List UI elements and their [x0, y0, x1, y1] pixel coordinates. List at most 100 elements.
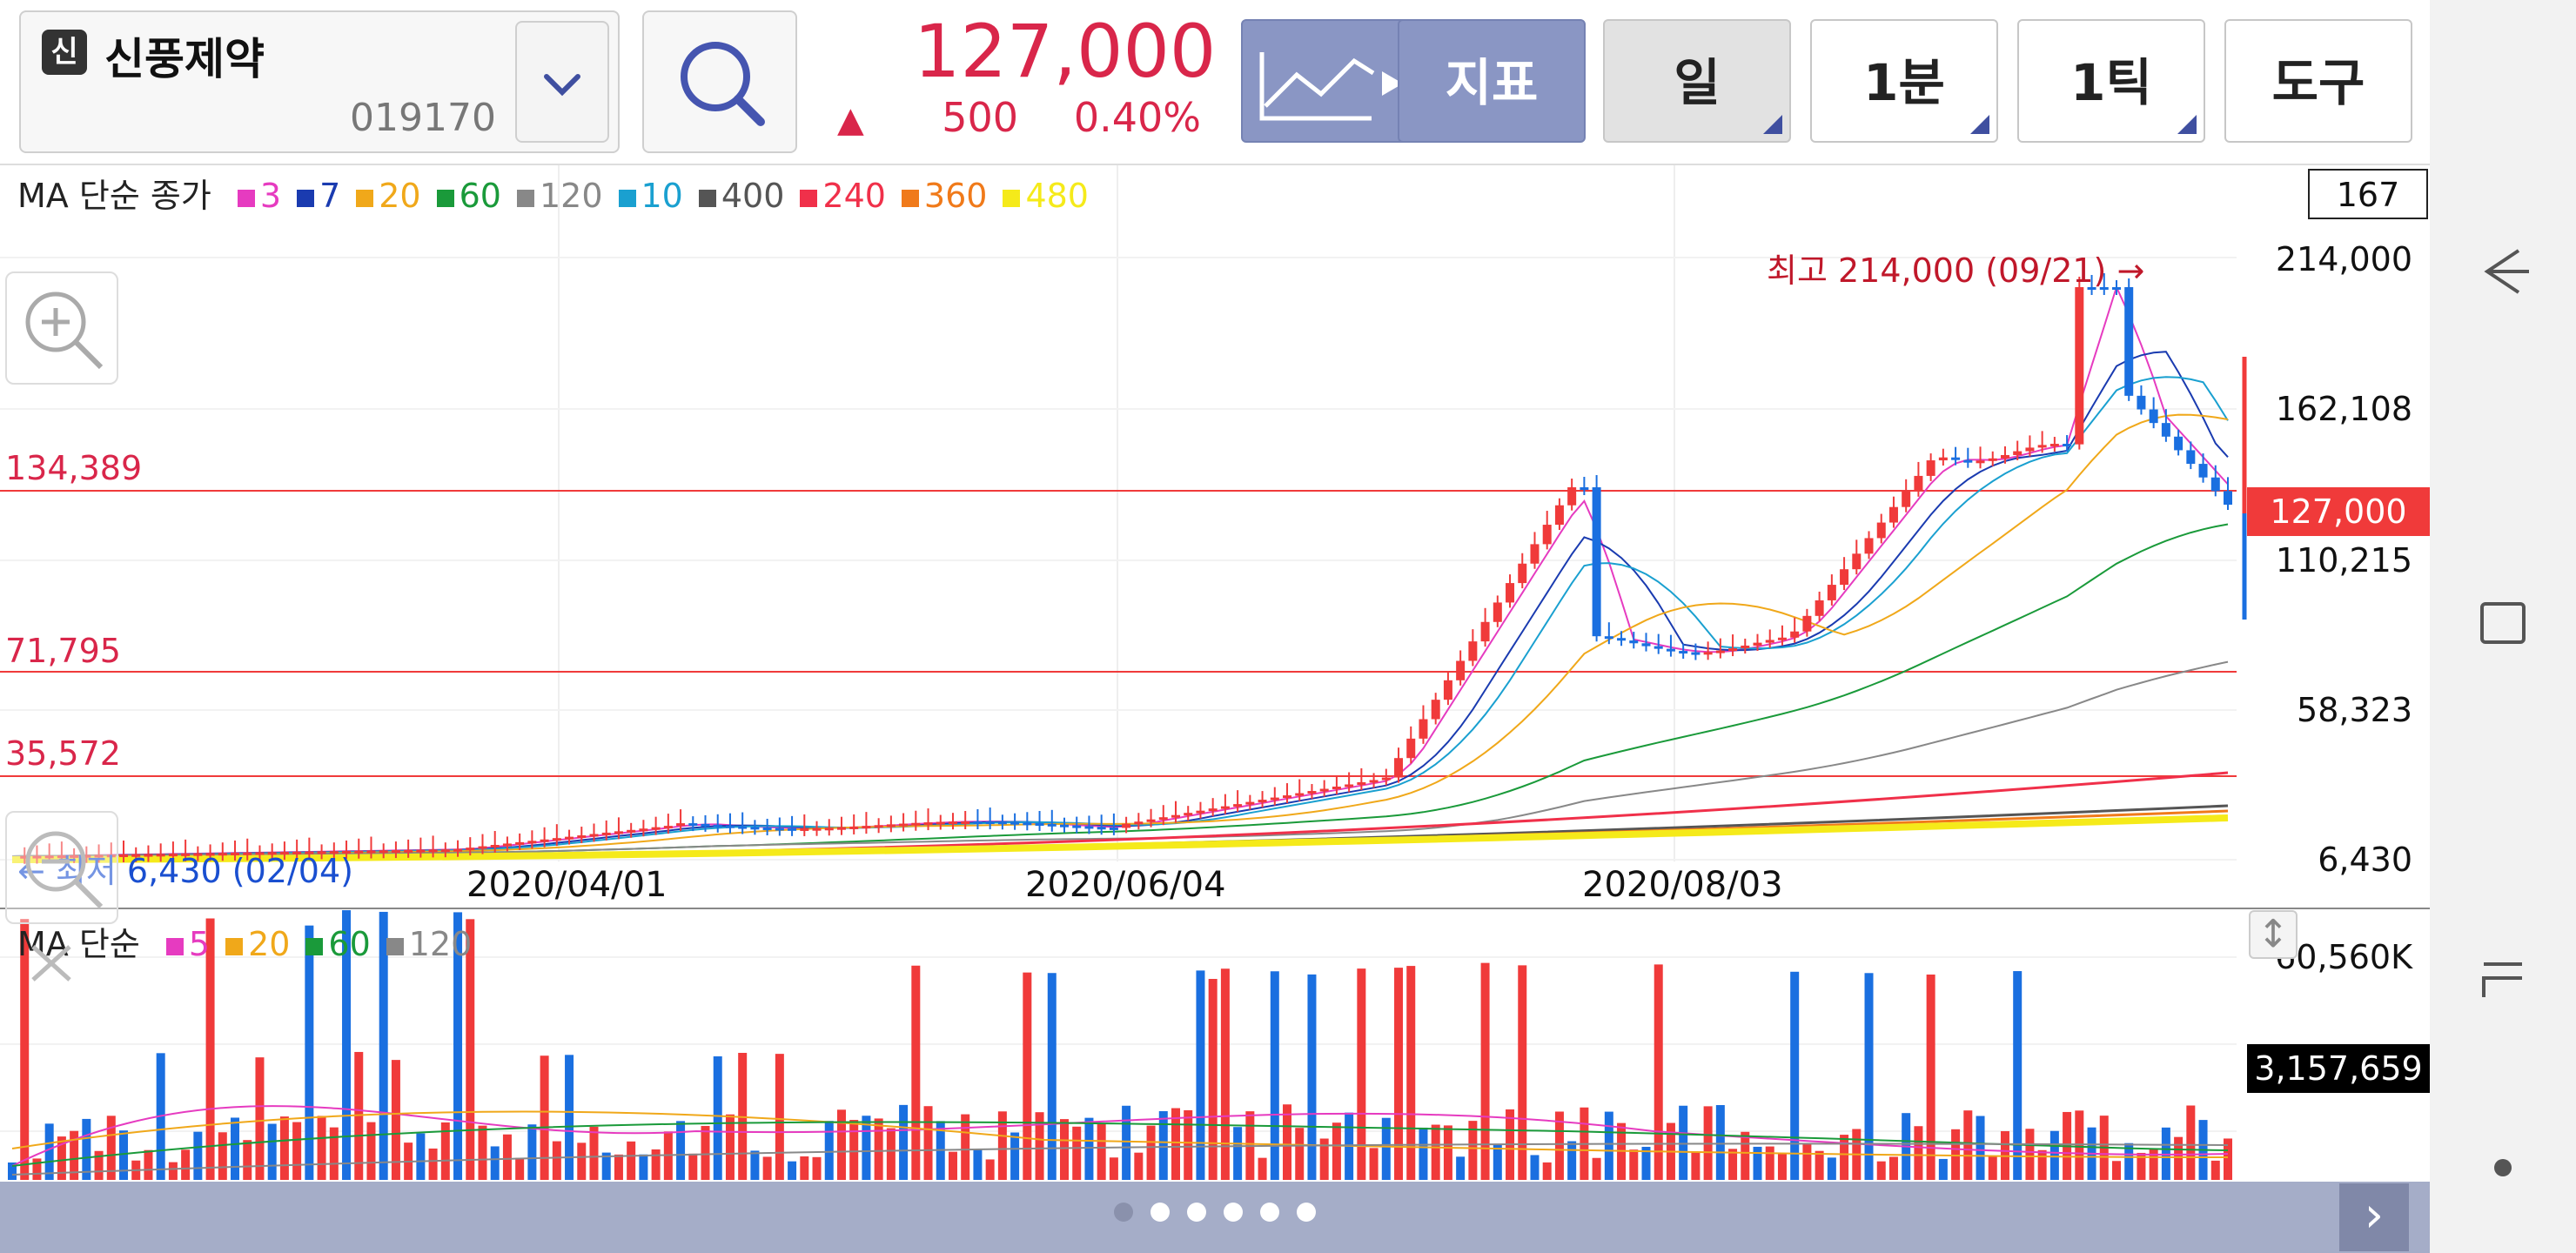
resize-handle-button[interactable]: ↕	[2249, 910, 2298, 959]
volume-bar	[82, 1118, 91, 1180]
indicator-button[interactable]: 지표	[1398, 19, 1586, 143]
x-axis-label: 2020/06/04	[1025, 865, 1226, 905]
candle-body	[1369, 780, 1379, 783]
ma-line	[11, 285, 2229, 857]
legend-label: 120	[408, 925, 473, 963]
page-dot[interactable]	[1224, 1203, 1243, 1222]
candle-body	[1876, 522, 1886, 539]
candle-body	[565, 836, 574, 840]
back-icon[interactable]	[2472, 240, 2534, 303]
stock-dropdown-button[interactable]	[515, 21, 609, 143]
volume-bar	[94, 1150, 104, 1180]
ma-line	[11, 351, 2229, 857]
candle-body	[663, 826, 673, 829]
candle-body	[490, 844, 500, 848]
candle-body	[1319, 788, 1329, 792]
volume-bar	[205, 918, 215, 1180]
candle-body	[1691, 652, 1701, 655]
zoom-in-button[interactable]	[5, 271, 118, 385]
legend-swatch	[297, 189, 315, 207]
volume-bar	[1753, 1146, 1762, 1180]
search-button[interactable]	[642, 10, 797, 153]
volume-bar	[1864, 973, 1874, 1180]
volume-bar	[243, 1140, 252, 1180]
y-axis-label: 110,215	[2275, 541, 2412, 580]
page-dot[interactable]	[1260, 1203, 1279, 1222]
candle-body	[1431, 700, 1440, 720]
volume-bar	[688, 1153, 698, 1180]
stock-selector[interactable]: 신 신풍제약 019170	[19, 10, 620, 153]
candle-body	[1641, 643, 1651, 647]
page-dot[interactable]	[1297, 1203, 1316, 1222]
candle-body	[923, 822, 933, 826]
candle-body	[168, 854, 178, 857]
tick-label: 1틱	[2070, 53, 2152, 112]
volume-bar	[762, 1156, 772, 1180]
candlesticks	[20, 273, 2232, 864]
volume-bar	[1728, 1149, 1738, 1180]
volume-bar	[2037, 1149, 2047, 1180]
candle-body	[1790, 631, 1800, 638]
tick-button[interactable]: 1틱	[2017, 19, 2205, 143]
volume-bar	[1827, 1157, 1836, 1180]
volume-bar	[1876, 1161, 1886, 1180]
period-day-button[interactable]: 일	[1603, 19, 1791, 143]
candle-body	[317, 851, 326, 854]
volume-bar	[1691, 1152, 1701, 1180]
recent-apps-icon[interactable]	[2472, 592, 2534, 654]
price-chart[interactable]	[0, 164, 2430, 1182]
current-price-tag: 127,000	[2247, 487, 2430, 536]
candle-body	[2137, 395, 2146, 410]
candle-body	[1679, 651, 1688, 654]
page-dot[interactable]	[1114, 1203, 1133, 1222]
candle-body	[1295, 793, 1305, 796]
candle-body	[1493, 602, 1502, 622]
volume-bar	[886, 1128, 896, 1180]
candle-count-box[interactable]: 167	[2308, 169, 2428, 219]
moving-average-lines	[11, 285, 2229, 863]
volume-axis-max: 60,560K	[2275, 938, 2412, 976]
volume-bar	[1530, 1155, 1540, 1180]
volume-bar	[1319, 1138, 1329, 1180]
minute-button[interactable]: 1분	[1810, 19, 1998, 143]
page-dot[interactable]	[1187, 1203, 1206, 1222]
candle-body	[193, 853, 203, 856]
next-page-button[interactable]: ›	[2339, 1183, 2409, 1251]
legend-swatch	[436, 189, 454, 207]
candle-body	[466, 848, 475, 851]
volume-bar	[2111, 1161, 2121, 1180]
volume-bar	[1072, 1126, 1082, 1180]
volume-bar	[725, 1114, 735, 1180]
candle-body	[701, 823, 710, 827]
candle-body	[948, 821, 957, 825]
volume-bar	[1184, 1109, 1193, 1180]
zoom-in-icon	[25, 291, 104, 370]
volume-bar	[279, 1116, 289, 1180]
chart-type-button[interactable]	[1241, 19, 1424, 143]
volume-bar	[1134, 1152, 1144, 1180]
page-dot[interactable]	[1150, 1203, 1170, 1222]
candle-body	[1840, 569, 1849, 586]
legend-label: 360	[923, 177, 988, 215]
zoom-out-button[interactable]	[5, 811, 118, 924]
tools-button[interactable]: 도구	[2224, 19, 2412, 143]
volume-bar	[1888, 1156, 1898, 1180]
candle-body	[478, 846, 487, 849]
candle-body	[1233, 804, 1243, 807]
volume-bar	[1047, 973, 1057, 1180]
candle-body	[1134, 821, 1144, 825]
volume-bar	[1542, 1162, 1552, 1180]
home-icon[interactable]	[2472, 945, 2534, 1008]
volume-bar	[2137, 1152, 2146, 1180]
candle-body	[2013, 451, 2023, 455]
candle-body	[1109, 827, 1118, 830]
close-subchart-button[interactable]	[5, 926, 89, 995]
legend-label: 400	[721, 177, 785, 215]
candle-body	[1976, 460, 1985, 464]
volume-bar	[490, 1146, 500, 1180]
candle-body	[2025, 447, 2035, 452]
candle-body	[750, 827, 760, 830]
candle-body	[985, 821, 995, 825]
candle-body	[738, 826, 748, 829]
volume-bar	[1765, 1146, 1774, 1180]
